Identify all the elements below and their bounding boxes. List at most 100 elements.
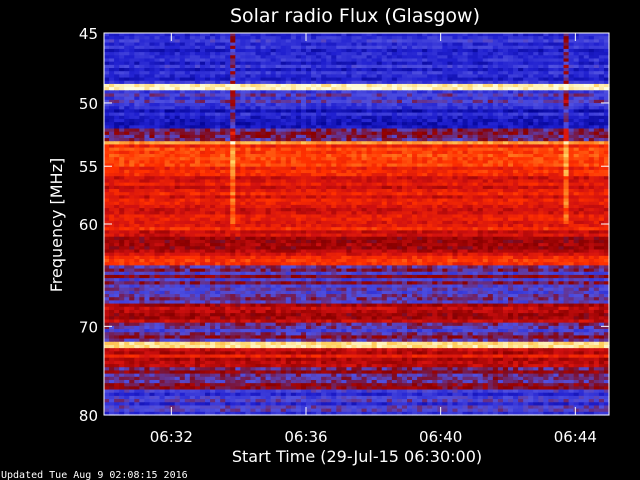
heatmap-cell xyxy=(462,71,469,75)
heatmap-cell xyxy=(265,163,272,168)
heatmap-cell xyxy=(230,128,236,133)
heatmap-cell xyxy=(129,77,135,82)
heatmap-cell xyxy=(492,131,499,136)
heatmap-cell xyxy=(139,45,145,50)
heatmap-cell xyxy=(341,134,347,139)
heatmap-cell xyxy=(194,96,201,101)
heatmap-cell xyxy=(295,99,302,104)
heatmap-cell xyxy=(412,173,418,177)
heatmap-cell xyxy=(437,144,443,149)
heatmap-cell xyxy=(417,147,423,152)
heatmap-cell xyxy=(134,58,140,63)
heatmap-cell xyxy=(285,45,292,50)
heatmap-cell xyxy=(144,122,151,126)
heatmap-cell xyxy=(593,160,600,165)
heatmap-cell xyxy=(341,153,347,158)
heatmap-cell xyxy=(265,118,272,123)
heatmap-cell xyxy=(412,169,418,174)
heatmap-cell xyxy=(159,144,166,149)
heatmap-cell xyxy=(129,125,135,130)
heatmap-cell xyxy=(588,109,595,114)
heatmap-cell xyxy=(442,125,448,130)
heatmap-cell xyxy=(502,128,509,133)
heatmap-cell xyxy=(396,188,403,193)
heatmap-cell xyxy=(371,106,378,110)
heatmap-cell xyxy=(598,71,605,75)
heatmap-cell xyxy=(508,80,514,85)
heatmap-cell xyxy=(326,33,332,37)
heatmap-cell xyxy=(477,182,484,187)
heatmap-cell xyxy=(134,39,140,44)
heatmap-cell xyxy=(417,166,423,171)
heatmap-cell xyxy=(351,182,358,187)
heatmap-cell xyxy=(245,153,252,158)
heatmap-cell xyxy=(154,93,161,98)
heatmap-cell xyxy=(528,93,534,98)
heatmap-cell xyxy=(306,68,312,72)
heatmap-cell xyxy=(518,109,524,114)
heatmap-cell xyxy=(275,90,282,95)
heatmap-cell xyxy=(144,74,151,79)
heatmap-cell xyxy=(104,163,110,168)
heatmap-cell xyxy=(583,157,590,161)
heatmap-cell xyxy=(366,45,373,50)
heatmap-cell xyxy=(240,99,246,104)
heatmap-cell xyxy=(447,163,454,168)
heatmap-cell xyxy=(583,64,590,69)
heatmap-cell xyxy=(452,185,459,190)
heatmap-cell xyxy=(316,185,322,190)
heatmap-cell xyxy=(588,77,595,82)
heatmap-cell xyxy=(220,87,226,91)
heatmap-cell xyxy=(452,179,459,184)
heatmap-cell xyxy=(407,115,413,120)
heatmap-cell xyxy=(553,55,560,60)
heatmap-cell xyxy=(174,122,181,126)
heatmap-cell xyxy=(250,160,257,165)
heatmap-cell xyxy=(169,58,176,63)
heatmap-cell xyxy=(563,42,570,47)
heatmap-cell xyxy=(169,48,176,53)
heatmap-cell xyxy=(573,87,580,91)
heatmap-cell xyxy=(391,55,398,60)
heatmap-cell xyxy=(427,42,433,47)
heatmap-cell xyxy=(341,80,347,85)
heatmap-cell xyxy=(331,96,337,101)
heatmap-cell xyxy=(538,83,544,88)
heatmap-cell xyxy=(174,147,181,152)
heatmap-cell xyxy=(149,138,156,142)
heatmap-cell xyxy=(563,103,570,107)
heatmap-cell xyxy=(306,125,312,130)
heatmap-cell xyxy=(124,125,130,130)
heatmap-cell xyxy=(326,45,332,50)
heatmap-cell xyxy=(280,169,287,174)
heatmap-cell xyxy=(225,147,231,152)
heatmap-cell xyxy=(568,106,575,110)
heatmap-cell xyxy=(154,166,161,171)
heatmap-cell xyxy=(260,150,267,155)
heatmap-cell xyxy=(104,138,110,142)
heatmap-cell xyxy=(119,182,125,187)
heatmap-cell xyxy=(457,160,464,165)
heatmap-cell xyxy=(417,48,423,53)
heatmap-cell xyxy=(603,87,610,91)
heatmap-cell xyxy=(528,52,534,56)
heatmap-cell xyxy=(134,150,140,155)
heatmap-cell xyxy=(149,144,156,149)
heatmap-cell xyxy=(356,169,363,174)
heatmap-cell xyxy=(583,33,590,37)
heatmap-cell xyxy=(179,90,186,95)
heatmap-cell xyxy=(583,103,590,107)
heatmap-cell xyxy=(285,55,292,60)
heatmap-cell xyxy=(341,182,347,187)
heatmap-cell xyxy=(119,68,125,72)
heatmap-cell xyxy=(528,125,534,130)
heatmap-cell xyxy=(412,134,418,139)
heatmap-cell xyxy=(553,166,560,171)
heatmap-cell xyxy=(533,150,539,155)
heatmap-cell xyxy=(543,144,549,149)
heatmap-cell xyxy=(159,166,166,171)
heatmap-cell xyxy=(472,150,479,155)
heatmap-cell xyxy=(220,42,226,47)
heatmap-cell xyxy=(417,55,423,60)
heatmap-cell xyxy=(235,106,241,110)
